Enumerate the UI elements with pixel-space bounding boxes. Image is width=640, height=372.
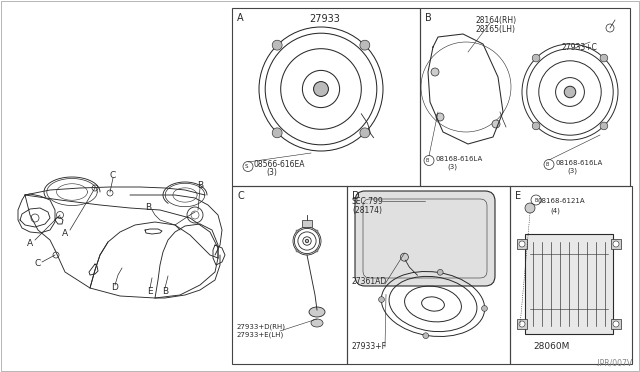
Circle shape xyxy=(519,241,525,247)
Circle shape xyxy=(296,250,298,252)
Text: 27361AD: 27361AD xyxy=(352,277,387,286)
Circle shape xyxy=(613,241,619,247)
Circle shape xyxy=(314,81,328,96)
Circle shape xyxy=(519,321,525,327)
Text: D: D xyxy=(111,283,118,292)
Text: A: A xyxy=(27,238,33,247)
Text: (3): (3) xyxy=(567,168,577,174)
Circle shape xyxy=(564,86,576,98)
Text: C: C xyxy=(35,260,41,269)
Circle shape xyxy=(600,54,608,62)
Bar xyxy=(611,319,621,329)
Ellipse shape xyxy=(309,307,325,317)
Text: 28164(RH): 28164(RH) xyxy=(475,16,516,25)
Text: B: B xyxy=(545,163,548,167)
Bar xyxy=(347,186,510,364)
Circle shape xyxy=(482,305,488,311)
Circle shape xyxy=(305,239,308,243)
Circle shape xyxy=(431,68,439,76)
Text: B: B xyxy=(197,180,203,189)
Text: C: C xyxy=(110,170,116,180)
Text: 08168-616LA: 08168-616LA xyxy=(435,156,483,162)
Bar xyxy=(517,239,527,249)
Bar xyxy=(232,8,420,186)
Text: (28174): (28174) xyxy=(352,206,382,215)
Circle shape xyxy=(360,128,370,138)
Text: 08168-616LA: 08168-616LA xyxy=(555,160,602,166)
Circle shape xyxy=(423,333,429,339)
Circle shape xyxy=(525,203,535,213)
Text: 27933+C: 27933+C xyxy=(562,43,598,52)
Bar xyxy=(525,234,613,334)
Text: S: S xyxy=(244,164,248,170)
Text: 08566-616EA: 08566-616EA xyxy=(254,160,305,169)
Circle shape xyxy=(532,122,540,130)
Text: D: D xyxy=(352,191,360,201)
Circle shape xyxy=(379,296,385,302)
Bar xyxy=(611,239,621,249)
Circle shape xyxy=(600,122,608,130)
Bar xyxy=(517,319,527,329)
Text: E: E xyxy=(515,191,521,201)
Circle shape xyxy=(272,128,282,138)
Text: 28165(LH): 28165(LH) xyxy=(475,25,515,34)
Circle shape xyxy=(613,321,619,327)
Circle shape xyxy=(316,250,318,252)
Bar xyxy=(232,186,347,364)
Bar xyxy=(510,186,632,364)
Circle shape xyxy=(436,113,444,121)
Text: SEC.799: SEC.799 xyxy=(352,197,384,206)
Text: (3): (3) xyxy=(266,168,277,177)
Circle shape xyxy=(492,120,500,128)
Bar xyxy=(420,8,630,186)
Circle shape xyxy=(437,269,443,275)
Circle shape xyxy=(401,253,408,261)
Circle shape xyxy=(296,230,298,232)
Circle shape xyxy=(272,40,282,50)
Ellipse shape xyxy=(311,319,323,327)
Bar xyxy=(302,220,312,227)
Text: 27933+F: 27933+F xyxy=(352,342,387,351)
Text: (4): (4) xyxy=(550,207,560,214)
Text: E: E xyxy=(147,288,153,296)
Text: C: C xyxy=(237,191,244,201)
Text: A: A xyxy=(62,228,68,237)
Text: B: B xyxy=(145,202,151,212)
Text: 27933+E(LH): 27933+E(LH) xyxy=(237,332,284,339)
Text: B: B xyxy=(534,198,538,202)
Text: B: B xyxy=(162,288,168,296)
Text: 27933: 27933 xyxy=(309,14,340,24)
Circle shape xyxy=(316,230,318,232)
Text: B: B xyxy=(426,158,429,164)
Text: 27933+D(RH): 27933+D(RH) xyxy=(237,324,286,330)
Text: .IPR/007V: .IPR/007V xyxy=(595,358,632,367)
Text: A: A xyxy=(237,13,244,23)
Circle shape xyxy=(532,54,540,62)
Text: B: B xyxy=(425,13,432,23)
Text: 28060M: 28060M xyxy=(533,342,570,351)
Circle shape xyxy=(360,40,370,50)
Text: 08168-6121A: 08168-6121A xyxy=(538,198,586,204)
FancyBboxPatch shape xyxy=(355,191,495,286)
Text: (3): (3) xyxy=(447,164,457,170)
